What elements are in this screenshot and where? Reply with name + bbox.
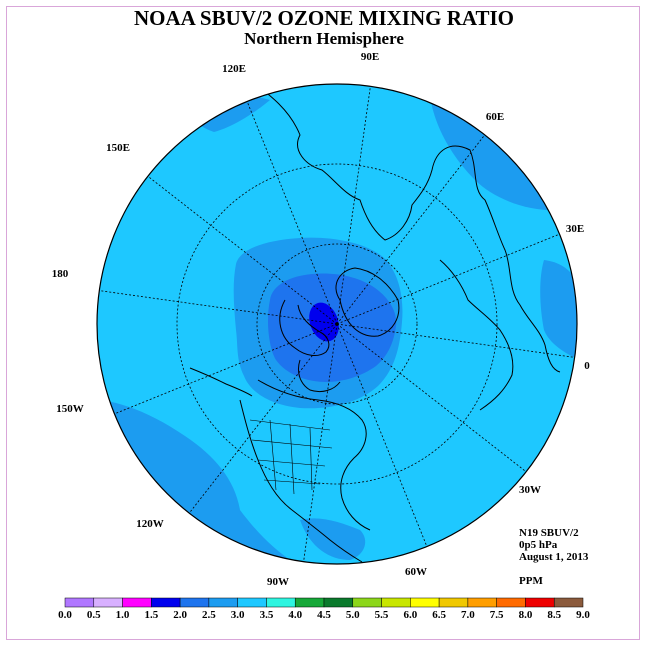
contour-2-5-edge-east: [540, 260, 577, 360]
meridian-line: [336, 323, 527, 473]
colorbar-tick-label: 7.5: [490, 609, 504, 621]
longitude-label: 60E: [486, 111, 504, 123]
longitude-label: 90W: [267, 576, 289, 588]
info-block: N19 SBUV/2 0p5 hPa August 1, 2013 PPM: [519, 527, 588, 587]
us-state-borders: [249, 419, 333, 495]
colorbar-swatch: [266, 597, 296, 608]
contour-2-5-edge-west: [98, 164, 129, 211]
coastline-greenland: [335, 267, 400, 337]
map-title: NOAA SBUV/2 OZONE MIXING RATIO: [134, 6, 514, 30]
colorbar-tick-label: 7.0: [461, 609, 475, 621]
colorbar-tick-label: 2.5: [202, 609, 216, 621]
meridian-line: [114, 323, 338, 415]
longitude-label: 120E: [222, 63, 246, 75]
colorbar-tick-label: 6.5: [432, 609, 446, 621]
contour-2-5-edge-southwest: [97, 399, 300, 564]
colorbar-swatch: [237, 597, 267, 608]
instrument-label: N19 SBUV/2: [519, 527, 579, 539]
colorbar-tick-label: 3.0: [231, 609, 245, 621]
colorbar-swatch: [496, 597, 526, 608]
colorbar-tick-label: 0.5: [87, 609, 101, 621]
colorbar-tick-label: 0.0: [58, 609, 72, 621]
meridian-line: [303, 323, 338, 562]
meridian-line: [336, 323, 575, 358]
coastline-europe: [439, 259, 514, 411]
longitude-label: 90E: [361, 51, 379, 63]
colorbar-swatch: [410, 597, 440, 608]
colorbar-tick-label: 9.0: [576, 609, 590, 621]
longitude-label: 150E: [106, 142, 130, 154]
meridian-line: [246, 101, 338, 325]
coastline-alaska: [189, 367, 253, 397]
longitude-label: 180: [52, 268, 69, 280]
colorbar-swatch: [352, 597, 382, 608]
colorbar-swatch: [467, 597, 497, 608]
coastline-hudson: [297, 359, 341, 393]
contour-2-5-edge-northeast: [430, 96, 560, 211]
coastline-arctic-canada: [279, 299, 330, 356]
longitude-labels: 90E 60E 30E 0 30W 60W 90W 120W 150W 180 150E 120E: [52, 51, 591, 588]
colorbar-tick-label: 3.5: [260, 609, 274, 621]
pressure-level-label: 0p5 hPa: [519, 539, 558, 551]
colorbar-swatch: [323, 597, 354, 608]
colorbar-tick-label: 5.5: [375, 609, 389, 621]
longitude-label: 150W: [56, 403, 84, 415]
map-subtitle: Northern Hemisphere: [244, 29, 404, 48]
colorbar-tick-label: 2.0: [173, 609, 187, 621]
meridian-line: [188, 323, 338, 514]
meridian-line: [336, 233, 560, 325]
longitude-label: 0: [584, 360, 590, 372]
meridian-line: [336, 323, 428, 547]
meridian-line: [336, 86, 371, 325]
colorbar-tick-label: 8.0: [519, 609, 533, 621]
colorbar-swatch: [553, 597, 584, 608]
latitude-circle-60n: [256, 243, 418, 405]
meridian-lines: [99, 86, 575, 562]
meridian-line: [99, 290, 338, 325]
colorbar-swatch: [208, 597, 238, 608]
colorbar: 0.0 0.5 1.0 1.5 2.0 2.5 3.0 3.5 4.0 4.5 5.0 5.5 6.0 6…: [58, 597, 590, 621]
longitude-label: 120W: [136, 518, 164, 530]
colorbar-tick-label: 4.0: [288, 609, 302, 621]
plot-frame: [6, 6, 640, 640]
longitude-label: 60W: [405, 566, 427, 578]
colorbar-swatch: [294, 597, 325, 608]
colorbar-tick-label: 4.5: [317, 609, 331, 621]
coastlines: [189, 84, 561, 563]
hemisphere-boundary: [96, 83, 578, 565]
colorbar-swatch: [525, 597, 555, 608]
colorbar-swatch: [438, 597, 469, 608]
colorbar-tick-label: 6.0: [403, 609, 417, 621]
colorbar-swatch: [151, 597, 181, 608]
colorbar-tick-label: 1.0: [116, 609, 130, 621]
colorbar-swatch: [381, 597, 411, 608]
colorbar-tick-label: 5.0: [346, 609, 360, 621]
ozone-field: [97, 84, 577, 564]
longitude-label: 30E: [566, 223, 584, 235]
longitude-label: 30W: [519, 484, 541, 496]
date-label: August 1, 2013: [519, 551, 589, 563]
colorbar-swatch: [179, 597, 210, 608]
latitude-circle-30n: [176, 163, 498, 485]
colorbar-tick-label: 1.5: [144, 609, 158, 621]
coastline-asia: [249, 84, 561, 373]
colorbar-swatch: [64, 597, 95, 608]
colorbar-tick-label: 8.5: [547, 609, 561, 621]
graticule: [99, 86, 575, 562]
colorbar-swatch: [122, 597, 152, 608]
units-label: PPM: [519, 575, 543, 587]
coastline-north-america: [239, 379, 371, 563]
colorbar-swatch: [93, 597, 123, 608]
